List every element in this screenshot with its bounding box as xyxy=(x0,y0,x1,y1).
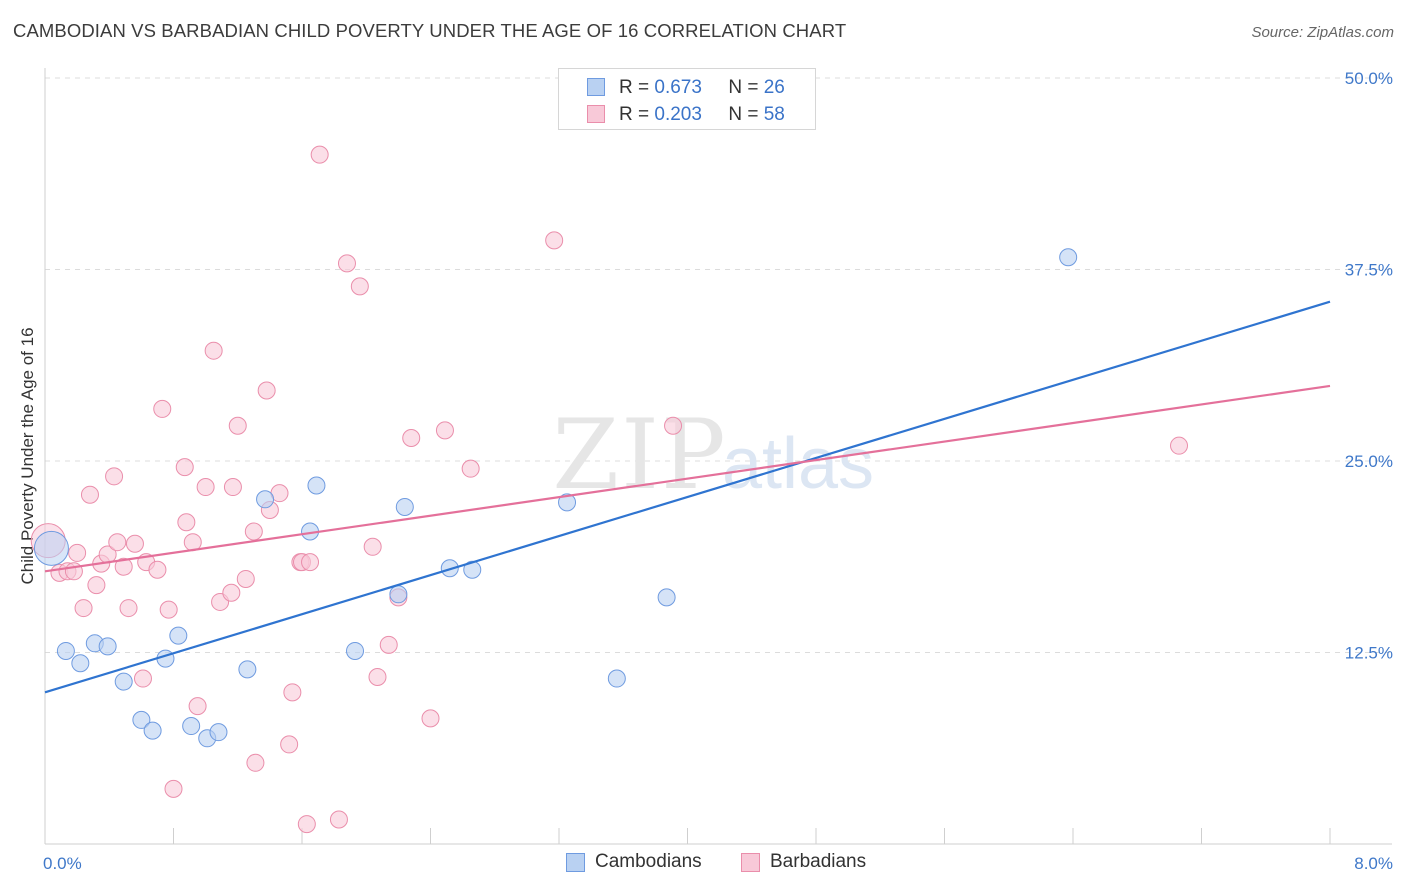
barbadian-point xyxy=(1170,436,1189,455)
barbadian-point xyxy=(368,668,387,687)
cambodian-point xyxy=(182,717,201,736)
barbadian-point xyxy=(119,599,138,618)
barbadian-point xyxy=(310,145,329,164)
bottom-legend-swatch-barbadians xyxy=(741,852,760,872)
barbadian-point xyxy=(223,478,242,497)
barbadian-point xyxy=(246,753,265,772)
cambodian-point xyxy=(657,588,676,607)
barbadian-point xyxy=(280,735,299,754)
y-tick-label: 50.0% xyxy=(1345,69,1393,88)
barbadian-point xyxy=(87,576,106,595)
barbadian-point xyxy=(435,421,454,440)
cambodian-point xyxy=(209,723,228,742)
barbadian-point xyxy=(421,709,440,728)
barbadian-point xyxy=(228,416,247,435)
cambodian-point xyxy=(558,493,577,512)
cambodian-point xyxy=(1059,248,1078,267)
legend-n-value: 26 xyxy=(763,77,785,98)
y-tick-label: 25.0% xyxy=(1345,452,1393,471)
barbadian-point xyxy=(105,467,124,486)
barbadian-point xyxy=(664,416,683,435)
bottom-legend-cambodians: Cambodians xyxy=(566,851,702,873)
watermark-main: ZIP xyxy=(552,399,727,511)
barbadian-point xyxy=(159,600,178,619)
cambodian-point xyxy=(389,585,408,604)
cambodian-point xyxy=(607,669,626,688)
barbadian-point xyxy=(350,277,369,296)
barbadian-point xyxy=(177,513,196,532)
barbadian-point xyxy=(222,583,241,602)
barbadian-point xyxy=(379,635,398,654)
barbadian-point xyxy=(74,599,93,618)
y-tick-label: 37.5% xyxy=(1345,261,1393,280)
legend-swatch-cambodians xyxy=(587,78,605,96)
axes xyxy=(44,68,1392,845)
tick-labels: 12.5% 25.0% 37.5% 50.0% 0.0% 8.0% xyxy=(43,69,1393,873)
barbadian-point xyxy=(68,543,87,562)
cambodian-point xyxy=(71,654,90,673)
cambodian-point xyxy=(56,641,75,660)
cambodian-point xyxy=(238,660,257,679)
barbadian-point xyxy=(329,810,348,829)
cambodian-point xyxy=(114,672,133,691)
barbadian-point xyxy=(80,485,99,504)
barbadian-point xyxy=(114,557,133,576)
barbadian-point xyxy=(297,815,316,834)
barbadian-point xyxy=(461,459,480,478)
bottom-legend-barbadians: Barbadians xyxy=(741,851,866,873)
legend-n-label: N = xyxy=(728,104,759,125)
legend-n-value: 58 xyxy=(763,104,785,125)
cambodian-point xyxy=(33,530,69,566)
barbadian-point xyxy=(236,569,255,588)
legend-r-label: R = xyxy=(619,77,650,98)
barbadian-point xyxy=(363,537,382,556)
gridlines xyxy=(45,77,1392,653)
barbadian-point xyxy=(164,779,183,798)
barbadian-point xyxy=(108,533,127,552)
legend-r-value: 0.203 xyxy=(654,104,702,125)
barbadian-point xyxy=(402,429,421,448)
cambodian-point xyxy=(463,560,482,579)
x-tick-label: 0.0% xyxy=(43,854,82,873)
cambodian-point xyxy=(346,641,365,660)
trend-lines xyxy=(44,300,1331,694)
barbadian-point xyxy=(188,697,207,716)
cambodian-point xyxy=(169,626,188,645)
bottom-legend-label-cambodians: Cambodians xyxy=(595,851,702,872)
barbadian-point xyxy=(196,478,215,497)
barbadian-point xyxy=(283,683,302,702)
source-credit: Source: ZipAtlas.com xyxy=(1251,24,1394,41)
cambodian-point xyxy=(98,637,117,656)
cambodians-trend-line xyxy=(44,300,1331,694)
cambodian-point xyxy=(132,710,151,729)
x-tick-label: 8.0% xyxy=(1354,854,1393,873)
barbadian-point xyxy=(545,231,564,250)
barbadian-point xyxy=(148,560,167,579)
barbadian-point xyxy=(301,553,320,572)
barbadian-point xyxy=(153,399,172,418)
chart-title: CAMBODIAN VS BARBADIAN CHILD POVERTY UND… xyxy=(13,20,847,41)
bottom-legend-swatch-cambodians xyxy=(566,852,585,872)
legend-r-value: 0.673 xyxy=(654,77,702,98)
legend-n-label: N = xyxy=(728,77,759,98)
y-tick-label: 12.5% xyxy=(1345,644,1393,663)
correlation-legend: R = 0.673 N = 26 R = 0.203 N = 58 xyxy=(558,68,816,130)
barbadian-point xyxy=(204,341,223,360)
barbadian-point xyxy=(257,381,276,400)
barbadians-trend-line xyxy=(44,384,1331,573)
barbadian-point xyxy=(244,522,263,541)
barbadian-point xyxy=(337,254,356,273)
cambodian-point xyxy=(256,490,275,509)
barbadian-point xyxy=(125,534,144,553)
legend-r-label: R = xyxy=(619,104,650,125)
legend-swatch-barbadians xyxy=(587,105,605,123)
cambodian-point xyxy=(395,497,414,516)
cambodians-points xyxy=(33,248,1078,748)
cambodian-point xyxy=(143,721,162,740)
bottom-legend-label-barbadians: Barbadians xyxy=(770,851,867,872)
cambodian-point xyxy=(307,476,326,495)
barbadian-point xyxy=(133,669,152,688)
barbadian-point xyxy=(175,458,194,477)
